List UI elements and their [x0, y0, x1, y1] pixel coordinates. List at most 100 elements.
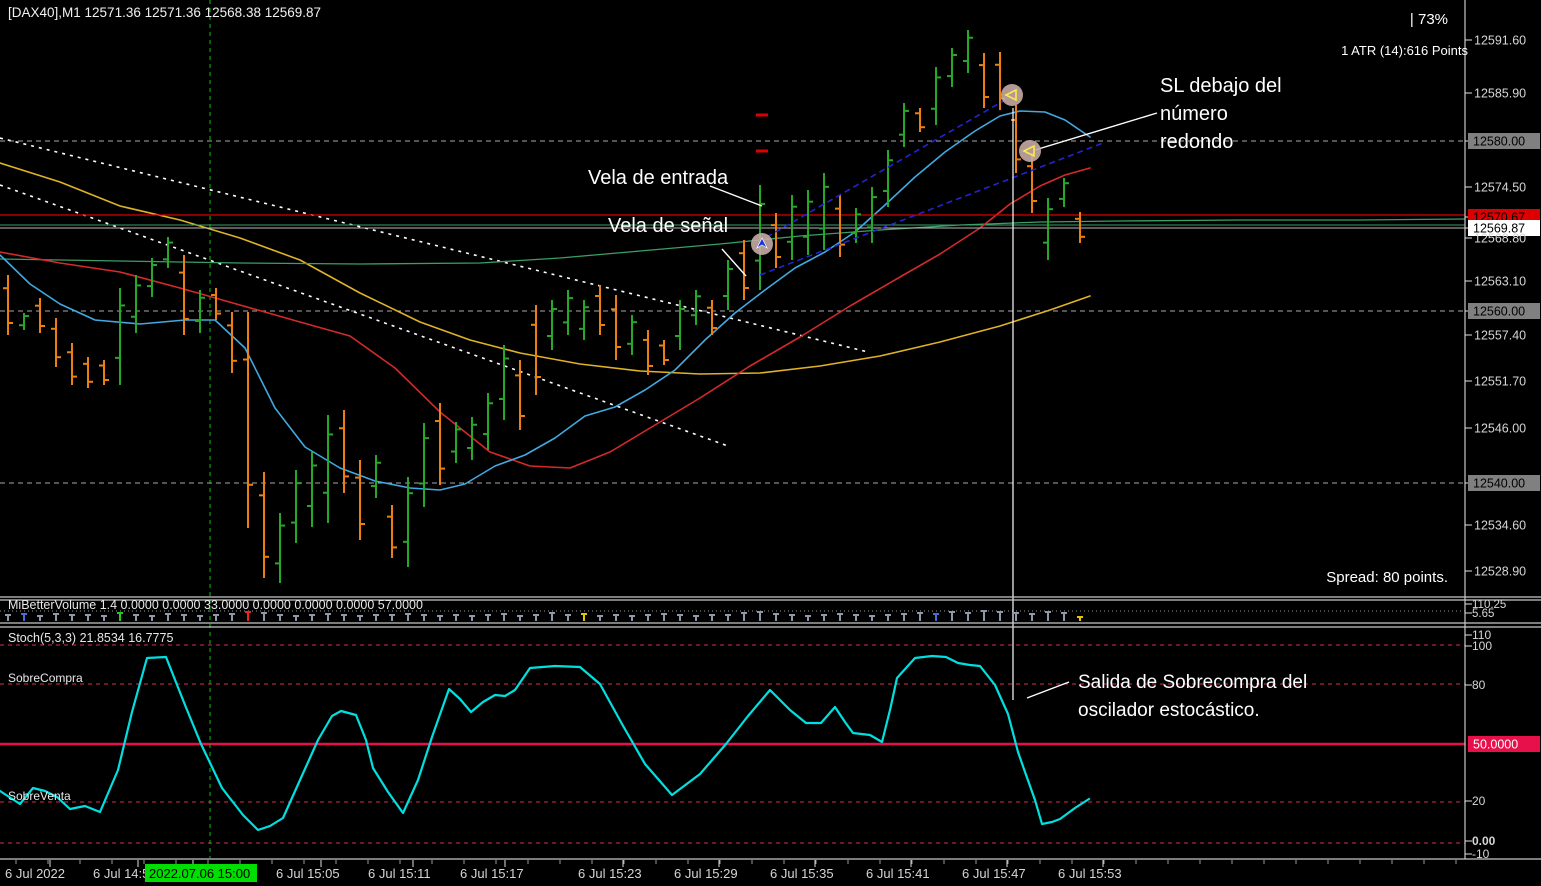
- candle: [467, 417, 477, 460]
- round-number-price-tag: 12540.00: [1468, 475, 1540, 491]
- price-scale[interactable]: [1465, 0, 1541, 859]
- candle: [195, 290, 205, 333]
- volume-bar: [933, 613, 939, 621]
- volume-bar: [21, 613, 27, 621]
- white-trendline: [0, 137, 869, 353]
- candle: [1043, 198, 1053, 260]
- volume-bar: [501, 613, 507, 621]
- buy-signal-marker-icon: [751, 233, 773, 255]
- highlighted-time-tag: 2022.07.06 15:00: [145, 864, 257, 882]
- annotation-arrow-line: [1026, 681, 1070, 699]
- spread-annotation: Spread: 80 points.: [1326, 569, 1448, 586]
- price-scale-label: 12585.90: [1474, 87, 1526, 101]
- stoch-scale-label: 20: [1472, 794, 1486, 808]
- stoch-50-tag: 50.0000: [1468, 736, 1540, 752]
- volume-bar: [645, 614, 651, 621]
- trade-markers-overlay: [709, 84, 1158, 700]
- time-axis-label: 6 Jul 2022: [5, 866, 65, 881]
- candle: [339, 410, 349, 493]
- volume-bar: [965, 612, 971, 621]
- candle: [707, 300, 717, 335]
- candle: [83, 357, 93, 388]
- volume-bar: [437, 615, 443, 621]
- candle: [3, 275, 13, 335]
- svg-text:12540.00: 12540.00: [1473, 477, 1525, 491]
- volume-bar: [773, 613, 779, 621]
- volume-bar: [373, 614, 379, 621]
- svg-text:50.0000: 50.0000: [1473, 738, 1518, 752]
- candle: [147, 258, 157, 297]
- volume-bar: [1029, 613, 1035, 621]
- volume-bar: [389, 614, 395, 621]
- stoch-pane-content: [0, 654, 1091, 832]
- volume-bar: [949, 611, 955, 621]
- volume-bar: [741, 612, 747, 621]
- volume-bar: [789, 614, 795, 621]
- exit-marker-icon: [1019, 140, 1041, 162]
- sl-annotation-line1: SL debajo del: [1160, 75, 1282, 97]
- candle: [67, 343, 77, 385]
- time-axis-label: 6 Jul 15:23: [578, 866, 642, 881]
- time-axis-label: 6 Jul 15:41: [866, 866, 930, 881]
- candle: [483, 393, 493, 450]
- time-scale[interactable]: [0, 862, 1541, 886]
- stoch-pane[interactable]: [0, 628, 1465, 858]
- progress-indicator: | 73%: [1410, 11, 1448, 28]
- stoch-scale-label: 80: [1472, 678, 1486, 692]
- candle: [547, 300, 557, 350]
- volume-scale-label: 5.65: [1472, 608, 1494, 620]
- volume-bar: [325, 613, 331, 621]
- stoch-indicator-label: Stoch(5,3,3) 21.8534 16.7775: [8, 631, 173, 645]
- candle: [515, 360, 525, 430]
- candle: [259, 472, 269, 578]
- candle: [179, 255, 189, 335]
- candle: [627, 315, 637, 355]
- volume-bar: [165, 613, 171, 621]
- volume-bar: [549, 612, 555, 621]
- candle: [723, 260, 733, 310]
- candle: [499, 345, 509, 420]
- volume-bar: [997, 611, 1003, 621]
- ma-yellow-slow: [0, 162, 1091, 375]
- volume-bar: [981, 610, 987, 621]
- volume-bar: [869, 615, 875, 621]
- price-scale-label: 12574.50: [1474, 181, 1526, 195]
- price-scale-label: 12551.70: [1474, 375, 1526, 389]
- candle: [115, 288, 125, 385]
- candle: [131, 275, 141, 333]
- time-axis-label: 6 Jul 15:53: [1058, 866, 1122, 881]
- volume-bar: [533, 614, 539, 621]
- price-scale-label: 12546.00: [1474, 422, 1526, 436]
- volume-bar: [149, 615, 155, 621]
- candle: [1027, 153, 1037, 213]
- gridlines: [0, 0, 1465, 858]
- candle: [963, 30, 973, 73]
- volume-bar: [837, 613, 843, 621]
- candle: [899, 103, 909, 147]
- price-scale-label: 12591.60: [1474, 34, 1526, 48]
- candle: [787, 195, 797, 260]
- salida-annotation-line2: oscilador estocástico.: [1078, 700, 1260, 721]
- stop-loss-annotation: SL debajo del número redondo: [1160, 75, 1282, 153]
- candle: [1059, 178, 1069, 207]
- time-axis-label: 6 Jul 15:11: [368, 866, 431, 881]
- candle: [659, 340, 669, 365]
- candle: [803, 190, 813, 255]
- candle: [915, 108, 925, 132]
- volume-bar: [757, 611, 763, 621]
- price-scale-label: 12568.80: [1474, 232, 1526, 246]
- candle: [371, 455, 381, 498]
- volume-bar: [677, 614, 683, 621]
- stochastic-main-line: [0, 654, 1091, 832]
- candle: [851, 208, 861, 243]
- signal-candle-annotation: Vela de señal: [608, 215, 728, 237]
- blue-channel-line: [757, 95, 1013, 243]
- candle: [771, 213, 781, 268]
- candle: [595, 285, 605, 335]
- overbought-level-label: SobreCompra: [8, 671, 83, 685]
- stoch-exit-annotation: Salida de Sobrecompra del oscilador esto…: [1078, 672, 1307, 721]
- candle: [579, 300, 589, 340]
- svg-text:12560.00: 12560.00: [1473, 305, 1525, 319]
